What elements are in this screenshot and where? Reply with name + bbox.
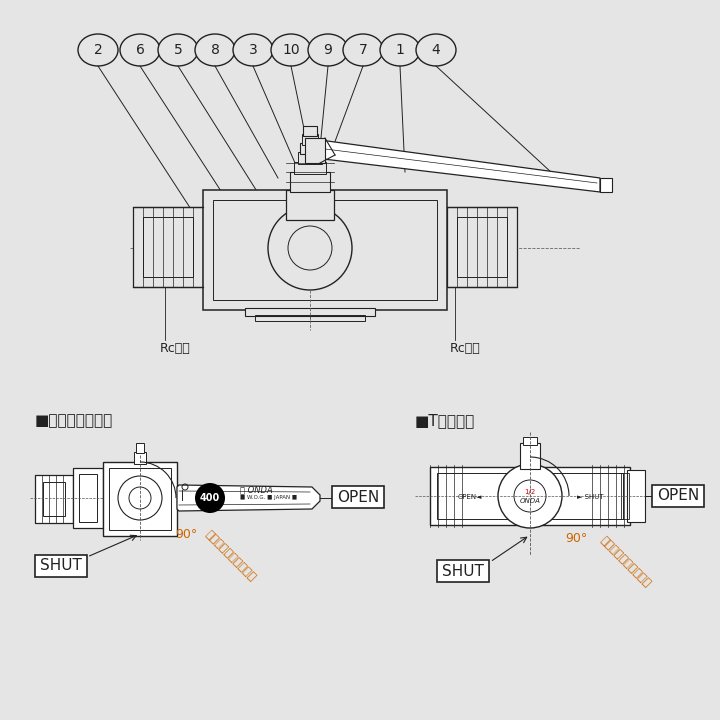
- Bar: [437, 473, 623, 519]
- Bar: [300, 143, 320, 154]
- Bar: [302, 134, 318, 145]
- Circle shape: [498, 464, 562, 528]
- Text: 5: 5: [174, 43, 182, 57]
- Text: ► SHUT: ► SHUT: [577, 494, 603, 500]
- Bar: [103, 462, 177, 536]
- Bar: [136, 443, 144, 453]
- Text: OPEN: OPEN: [657, 488, 699, 503]
- Ellipse shape: [233, 34, 273, 66]
- Bar: [213, 200, 437, 300]
- Text: 6: 6: [135, 43, 145, 57]
- Bar: [332, 486, 384, 508]
- Bar: [203, 190, 447, 310]
- Text: ONDA: ONDA: [520, 498, 541, 504]
- Text: OPEN: OPEN: [337, 490, 379, 505]
- Ellipse shape: [416, 34, 456, 66]
- Ellipse shape: [195, 34, 235, 66]
- Text: 4: 4: [431, 43, 441, 57]
- Text: 10: 10: [282, 43, 300, 57]
- Bar: [79, 474, 97, 522]
- Text: Rcねじ: Rcねじ: [449, 342, 480, 355]
- Text: 9: 9: [323, 43, 333, 57]
- Bar: [621, 473, 629, 519]
- Bar: [627, 470, 645, 522]
- Bar: [294, 162, 326, 174]
- Text: ■Tハンドル: ■Tハンドル: [415, 413, 475, 428]
- Text: 400: 400: [200, 493, 220, 503]
- Bar: [303, 126, 317, 136]
- Bar: [298, 152, 322, 164]
- Bar: [447, 207, 517, 287]
- Circle shape: [268, 206, 352, 290]
- Bar: [600, 178, 612, 192]
- Ellipse shape: [78, 34, 118, 66]
- Text: 90°: 90°: [565, 531, 588, 544]
- Bar: [109, 468, 171, 530]
- Text: 90°: 90°: [175, 528, 197, 541]
- Polygon shape: [177, 485, 320, 511]
- Ellipse shape: [343, 34, 383, 66]
- Text: 8: 8: [210, 43, 220, 57]
- Bar: [430, 467, 630, 525]
- Bar: [457, 217, 507, 277]
- Bar: [35, 555, 87, 577]
- Bar: [73, 468, 103, 528]
- Bar: [245, 308, 375, 316]
- Text: 1: 1: [395, 43, 405, 57]
- Ellipse shape: [380, 34, 420, 66]
- Text: Ⓢ ONDA: Ⓢ ONDA: [240, 485, 273, 495]
- Text: OPEN◄: OPEN◄: [458, 494, 482, 500]
- Bar: [520, 443, 540, 469]
- Text: （ハンドル開閉角度）: （ハンドル開閉角度）: [203, 529, 257, 583]
- Bar: [286, 190, 334, 220]
- Text: 1/2: 1/2: [524, 489, 536, 495]
- Bar: [290, 172, 330, 192]
- Text: Rcねじ: Rcねじ: [160, 342, 190, 355]
- Bar: [437, 560, 489, 582]
- Text: 3: 3: [248, 43, 257, 57]
- Bar: [652, 485, 704, 507]
- Polygon shape: [315, 140, 600, 192]
- Text: ■レバーハンドル: ■レバーハンドル: [35, 413, 113, 428]
- Text: 2: 2: [94, 43, 102, 57]
- Bar: [133, 207, 203, 287]
- Circle shape: [195, 483, 225, 513]
- Text: ■ W.O.G. ■ JAPAN ■: ■ W.O.G. ■ JAPAN ■: [240, 495, 297, 500]
- Bar: [143, 217, 193, 277]
- Text: SHUT: SHUT: [442, 564, 484, 578]
- Ellipse shape: [271, 34, 311, 66]
- Bar: [523, 437, 537, 445]
- Bar: [305, 138, 325, 163]
- Ellipse shape: [158, 34, 198, 66]
- Bar: [35, 475, 73, 523]
- Bar: [134, 452, 146, 464]
- Circle shape: [118, 476, 162, 520]
- Ellipse shape: [308, 34, 348, 66]
- Text: 7: 7: [359, 43, 367, 57]
- Text: （ハンドル開閉角度）: （ハンドル開閉角度）: [598, 535, 652, 589]
- Text: SHUT: SHUT: [40, 559, 82, 574]
- Ellipse shape: [120, 34, 160, 66]
- Bar: [255, 315, 365, 321]
- Bar: [43, 482, 65, 516]
